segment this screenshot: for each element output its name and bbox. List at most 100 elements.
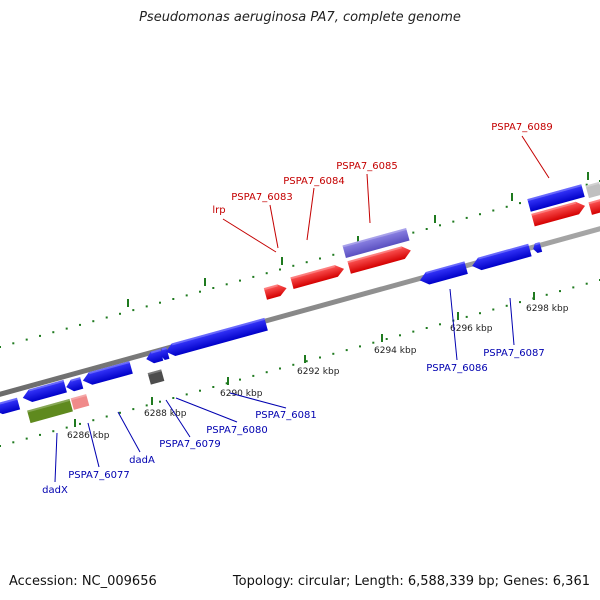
accession-text: Accession: NC_009656 xyxy=(9,574,157,589)
minor-tick xyxy=(585,282,588,285)
minor-tick xyxy=(545,293,548,296)
minor-tick xyxy=(425,228,428,230)
minor-tick xyxy=(319,257,321,260)
minor-tick xyxy=(305,261,308,264)
minor-tick xyxy=(105,316,108,319)
minor-tick xyxy=(332,253,335,256)
gene-rev-small-2 xyxy=(146,349,164,364)
leader-line xyxy=(366,173,371,224)
minor-tick xyxy=(105,415,108,418)
minor-tick xyxy=(265,272,268,275)
leader-line xyxy=(269,204,279,249)
minor-tick xyxy=(212,287,215,289)
leader-line xyxy=(449,288,458,361)
minor-tick xyxy=(92,320,95,323)
minor-tick xyxy=(239,279,241,282)
minor-tick xyxy=(79,323,81,326)
minor-tick xyxy=(172,397,175,399)
minor-tick xyxy=(185,393,188,396)
leader-line xyxy=(222,218,277,253)
minor-tick xyxy=(212,386,215,388)
gene-label: PSPA7_6083 xyxy=(231,192,292,203)
gene-other-rev xyxy=(147,369,165,385)
leader-line xyxy=(175,397,238,423)
gene-pspa7-6078 xyxy=(82,361,133,385)
minor-tick xyxy=(119,411,121,414)
minor-tick xyxy=(359,345,361,348)
minor-tick xyxy=(279,367,281,370)
leader-line xyxy=(165,399,191,438)
minor-tick xyxy=(559,290,561,293)
minor-tick xyxy=(239,378,241,381)
gene-pspa7-6086-bar xyxy=(419,261,468,285)
minor-tick xyxy=(12,441,15,444)
minor-tick xyxy=(465,315,468,318)
minor-tick xyxy=(585,183,588,186)
leader-line xyxy=(521,135,550,179)
minor-tick xyxy=(79,422,81,425)
minor-tick xyxy=(399,334,401,337)
minor-tick xyxy=(65,426,68,429)
leader-line xyxy=(306,187,315,241)
minor-tick xyxy=(119,312,121,315)
minor-tick xyxy=(65,327,68,330)
minor-tick xyxy=(519,301,521,304)
gene-pspa7-6084 xyxy=(347,246,411,274)
minor-tick xyxy=(92,419,95,422)
minor-tick xyxy=(252,374,255,377)
gene-features xyxy=(0,181,600,424)
tick-label: 6288 kbp xyxy=(144,409,187,419)
gene-label: PSPA7_6081 xyxy=(255,410,316,421)
minor-tick xyxy=(39,334,41,337)
minor-tick xyxy=(305,360,308,363)
tick-label: 6286 kbp xyxy=(67,431,110,441)
minor-tick xyxy=(39,433,41,436)
minor-tick xyxy=(25,437,28,440)
gene-dadx-bar xyxy=(27,398,73,424)
minor-tick xyxy=(572,286,575,289)
minor-tick xyxy=(225,382,228,385)
tick-label: 6298 kbp xyxy=(526,304,569,314)
minor-tick xyxy=(292,363,295,366)
minor-tick xyxy=(25,338,28,341)
minor-tick xyxy=(385,338,388,340)
minor-tick xyxy=(292,264,295,267)
minor-tick xyxy=(0,346,1,348)
gene-label: PSPA7_6085 xyxy=(336,161,397,172)
gene-label: dadX xyxy=(42,485,68,496)
minor-tick xyxy=(199,290,201,293)
major-ticks: 6286 kbp 6288 kbp 6290 kbp 6292 kbp 6294 kbp… xyxy=(67,172,589,441)
gene-label: dadA xyxy=(129,455,155,466)
tick-label: 6296 kbp xyxy=(450,324,493,334)
tick-label: 6294 kbp xyxy=(374,346,417,356)
minor-tick xyxy=(145,305,148,308)
leader-line xyxy=(87,422,100,468)
minor-tick xyxy=(12,342,15,345)
minor-tick xyxy=(505,304,508,307)
minor-tick xyxy=(145,404,148,407)
label-leaders xyxy=(54,135,550,483)
minor-tick xyxy=(132,309,135,312)
minor-tick xyxy=(252,275,255,278)
tick-label: 6290 kbp xyxy=(220,389,263,399)
minor-tick xyxy=(425,327,428,329)
minor-tick xyxy=(492,209,495,212)
gene-rev-tip xyxy=(533,242,543,254)
minor-tick xyxy=(479,213,481,216)
gene-pspa7-6082 xyxy=(165,317,268,356)
gene-label: PSPA7_6086 xyxy=(426,363,487,374)
minor-tick xyxy=(0,445,1,447)
minor-tick xyxy=(479,312,481,315)
gene-lrp xyxy=(263,284,287,300)
leader-line xyxy=(54,432,58,483)
gene-pspa7-6087-bar xyxy=(472,243,532,271)
gene-rev-small xyxy=(66,377,84,392)
gene-pspa7-6077-bar xyxy=(70,394,90,410)
gene-other-fwd-2 xyxy=(588,199,600,215)
minor-tick xyxy=(199,389,201,392)
minor-tick xyxy=(159,400,161,403)
minor-tick xyxy=(452,220,455,223)
gene-label: PSPA7_6079 xyxy=(159,439,220,450)
gene-label: PSPA7_6089 xyxy=(491,122,552,133)
